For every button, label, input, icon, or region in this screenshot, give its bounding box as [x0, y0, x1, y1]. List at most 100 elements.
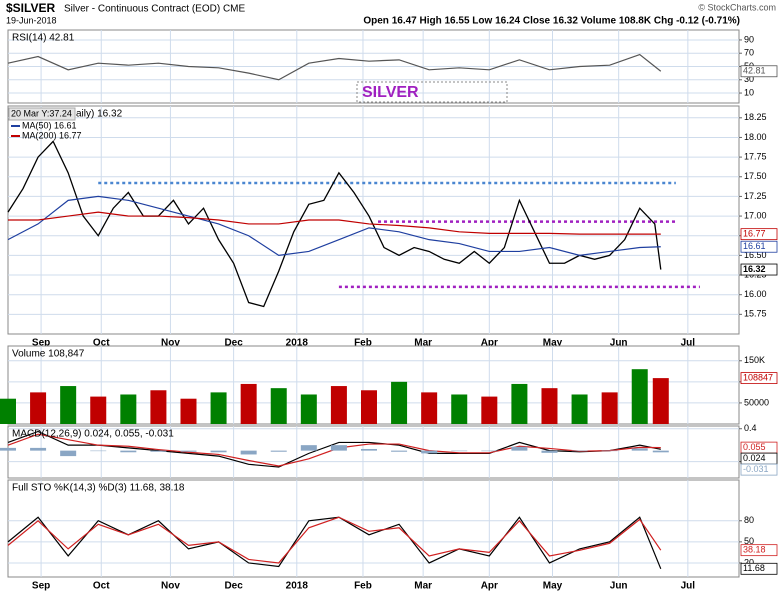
value-label-box	[740, 372, 778, 385]
bar	[601, 392, 618, 424]
x-tick-label: Nov	[161, 338, 180, 349]
bar	[30, 447, 47, 451]
bar	[391, 450, 408, 452]
x-tick-label: May	[543, 338, 563, 349]
y-tick-label: 0.4	[744, 423, 757, 433]
bar	[270, 450, 287, 452]
value-label: 38.18	[743, 545, 766, 555]
bar	[210, 392, 227, 424]
tooltip-box	[8, 107, 76, 121]
y-tick-label: 17.75	[744, 151, 767, 161]
bar	[360, 448, 377, 451]
x-tick-label: Nov	[161, 581, 180, 592]
y-tick-label: 18.25	[744, 112, 767, 122]
value-label: 11.68	[743, 563, 765, 573]
x-tick-label: 2018	[286, 338, 309, 349]
y-tick-label: 17.00	[744, 210, 767, 220]
bar	[90, 396, 107, 424]
bar	[631, 369, 648, 424]
bar	[240, 450, 257, 455]
panel-frame	[7, 479, 740, 578]
panel-title: MACD(12,26,9) 0.024, 0.055, -0.031	[12, 429, 174, 440]
x-tick-label: Oct	[93, 338, 110, 349]
x-tick-label: Jun	[610, 581, 628, 592]
panel-frame	[7, 105, 740, 335]
value-label-box	[740, 544, 778, 557]
x-tick-label: May	[543, 581, 563, 592]
bar	[60, 386, 77, 424]
value-label: 42.81	[743, 66, 766, 76]
quote: Open 16.47 High 16.55 Low 16.24 Close 16…	[363, 16, 740, 27]
legend-label: MA(200) 16.77	[22, 130, 82, 140]
bar	[421, 450, 438, 454]
annotation-box	[356, 81, 508, 103]
bar	[631, 448, 648, 451]
x-tick-label: Mar	[414, 581, 432, 592]
panel-title: aily) 16.32	[76, 109, 123, 120]
bar	[511, 383, 528, 424]
bar	[511, 446, 528, 451]
panel-title: RSI(14) 42.81	[12, 33, 75, 44]
value-label: 108847	[743, 372, 773, 382]
x-tick-label: Mar	[414, 338, 432, 349]
tooltip: 20 Mar Y:37.24	[11, 108, 72, 118]
date: 19-Jun-2018	[6, 15, 57, 25]
value-label-box	[740, 240, 778, 253]
bar	[601, 450, 618, 452]
series-line	[7, 516, 662, 564]
y-tick-label: 30	[744, 74, 754, 84]
bar	[90, 450, 107, 452]
bar	[541, 450, 558, 453]
legend-label: MA(50) 16.61	[22, 120, 77, 130]
bar	[270, 388, 287, 424]
y-tick-label: 90	[744, 34, 754, 44]
bar	[0, 398, 16, 424]
symbol: $SILVER	[6, 1, 55, 15]
value-label: -0.031	[743, 464, 769, 474]
bar	[150, 390, 167, 424]
bar	[652, 378, 669, 424]
x-tick-label: Jul	[681, 338, 696, 349]
y-tick-label: 150K	[744, 355, 765, 365]
value-label: 0.024	[743, 453, 766, 463]
y-tick-label: 15.75	[744, 309, 767, 319]
instrument-name: Silver - Continuous Contract (EOD) CME	[64, 4, 245, 15]
bar	[0, 447, 16, 451]
y-tick-label: 16.50	[744, 250, 767, 260]
bar	[180, 450, 197, 452]
y-tick-label: 80	[744, 515, 754, 525]
bar	[150, 450, 167, 452]
series-line	[7, 195, 661, 257]
bar	[481, 396, 498, 424]
y-tick-label: 10	[744, 87, 754, 97]
bar	[330, 445, 347, 451]
x-tick-label: Jul	[681, 581, 696, 592]
value-label-box	[740, 562, 778, 575]
bar	[30, 392, 47, 424]
x-tick-label: Dec	[224, 581, 243, 592]
bar	[300, 394, 317, 424]
bar	[541, 388, 558, 424]
bar	[180, 398, 197, 424]
bar	[421, 392, 438, 424]
bar	[210, 450, 227, 453]
bar	[451, 394, 468, 424]
value-label: 16.77	[743, 229, 766, 239]
bar	[300, 445, 317, 451]
bar	[360, 390, 377, 424]
y-tick-label: 17.50	[744, 171, 767, 181]
panel-title: Full STO %K(14,3) %D(3) 11.68, 38.18	[12, 483, 185, 494]
value-label: 0.055	[743, 442, 766, 452]
y-tick-label: 16.00	[744, 289, 767, 299]
x-tick-label: 2018	[286, 581, 309, 592]
y-tick-label: 18.00	[744, 132, 767, 142]
y-tick-label: 70	[744, 48, 754, 58]
y-tick-label: 20	[744, 557, 754, 567]
x-tick-label: Dec	[224, 338, 243, 349]
bar	[240, 383, 257, 424]
x-tick-label: Feb	[354, 338, 372, 349]
y-tick-label: 50	[744, 536, 754, 546]
y-tick-label: 17.25	[744, 191, 767, 201]
x-tick-label: Sep	[32, 581, 50, 592]
